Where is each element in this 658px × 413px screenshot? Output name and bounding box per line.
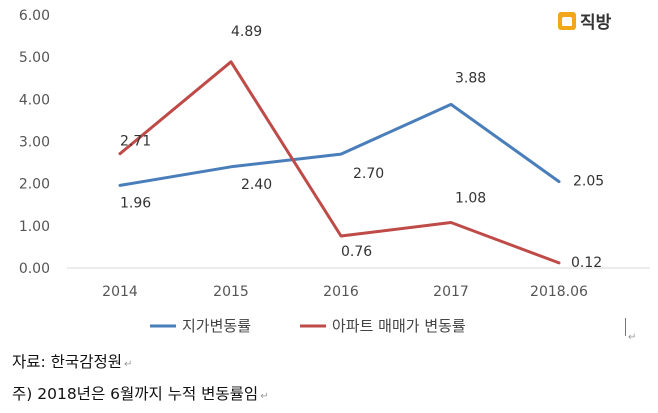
y-tick-label: 2.00	[19, 177, 50, 193]
footnote: 주) 2018년은 6월까지 누적 변동률임 ↵	[12, 378, 269, 410]
x-tick-label: 2016	[323, 284, 359, 300]
apartment-price-line	[118, 60, 561, 265]
footnote-text: 주) 2018년은 6월까지 누적 변동률임	[12, 385, 259, 403]
apartment-price-data-label: 4.89	[231, 24, 262, 40]
land-price-line	[118, 102, 561, 187]
land-price-data-label: 1.96	[120, 195, 151, 211]
apartment-price-data-label: 2.71	[120, 134, 151, 150]
legend-label: 아파트 매매가 변동률	[332, 317, 466, 335]
x-tick-label: 2018.06	[530, 284, 588, 300]
y-tick-label: 5.00	[19, 50, 50, 66]
land-price-data-label: 3.88	[455, 70, 486, 86]
paragraph-mark-icon: ↵	[123, 359, 133, 370]
apartment-price-data-label: 0.76	[341, 244, 372, 260]
y-tick-label: 0.00	[19, 261, 50, 277]
brand-name: 직방	[580, 13, 612, 33]
apartment-price-data-label: 1.08	[455, 190, 486, 206]
land-price-data-label: 2.70	[353, 166, 384, 182]
y-tick-label: 3.00	[19, 135, 50, 151]
house-logo-icon	[558, 11, 576, 30]
line-chart: 0.00 1.00 2.00 3.00 4.00 5.00 6.00 2014 2015 2016…	[19, 8, 650, 335]
paragraph-mark-icon: ↵	[260, 391, 269, 402]
y-tick-label: 1.00	[19, 219, 50, 235]
notes: 자료: 한국감정원 ↵ 주) 2018년은 6월까지 누적 변동률임 ↵	[12, 346, 269, 410]
x-tick-label: 2014	[102, 284, 138, 300]
land-price-data-label: 2.40	[241, 177, 272, 193]
paragraph-mark-icon: ↵	[628, 332, 637, 343]
x-tick-label: 2015	[213, 284, 249, 300]
land-price-data-label: 2.05	[573, 174, 604, 190]
text-cursor	[625, 318, 626, 336]
source-note: 자료: 한국감정원 ↵	[12, 346, 269, 378]
x-tick-label: 2017	[433, 284, 469, 300]
y-tick-label: 4.00	[19, 92, 50, 108]
apartment-price-data-label: 0.12	[571, 255, 602, 271]
legend-label: 지가변동률	[182, 317, 251, 335]
source-text: 자료: 한국감정원	[12, 353, 122, 371]
y-tick-label: 6.00	[19, 8, 50, 24]
brand-logo: 직방	[558, 8, 611, 33]
